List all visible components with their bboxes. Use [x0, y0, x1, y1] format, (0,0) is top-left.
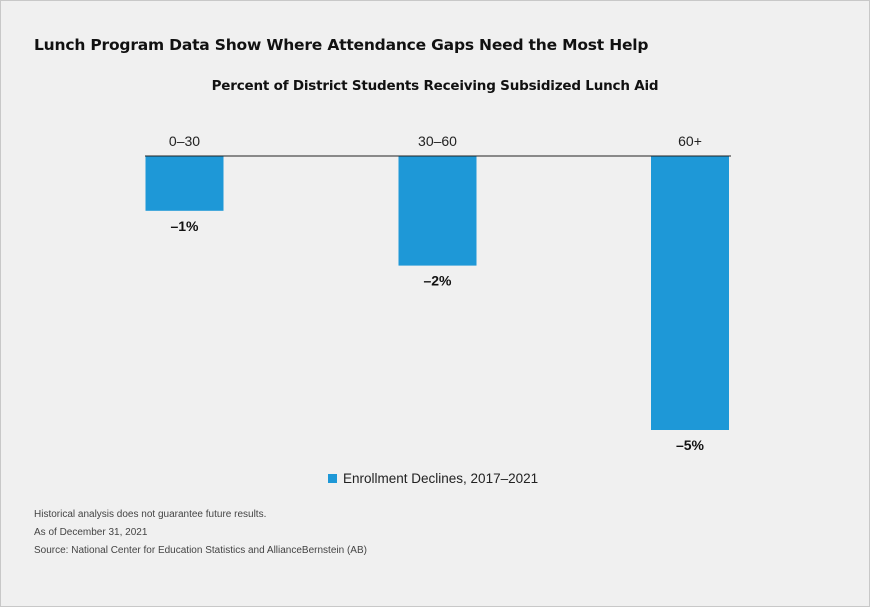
bar-2 [398, 156, 477, 266]
page-title: Lunch Program Data Show Where Attendance… [34, 36, 649, 54]
footnote-date: As of December 31, 2021 [34, 527, 148, 538]
chart-title: Percent of District Students Receiving S… [211, 78, 659, 94]
bar-3 [651, 156, 729, 430]
bar-1 [145, 156, 224, 211]
data-label-3: –5% [676, 437, 705, 453]
legend: Enrollment Declines, 2017–2021 [328, 471, 538, 486]
footnotes: Historical analysis does not guarantee f… [34, 506, 367, 560]
footnote-source: Source: National Center for Education St… [34, 545, 367, 556]
data-label-1: –1% [170, 218, 199, 234]
footnote-disclaimer: Historical analysis does not guarantee f… [34, 509, 267, 520]
data-label-2: –2% [423, 273, 452, 289]
legend-swatch [328, 474, 337, 483]
category-label-3: 60+ [678, 133, 702, 149]
legend-label: Enrollment Declines, 2017–2021 [343, 471, 539, 486]
category-label-2: 30–60 [418, 133, 457, 149]
category-label-1: 0–30 [169, 133, 200, 149]
